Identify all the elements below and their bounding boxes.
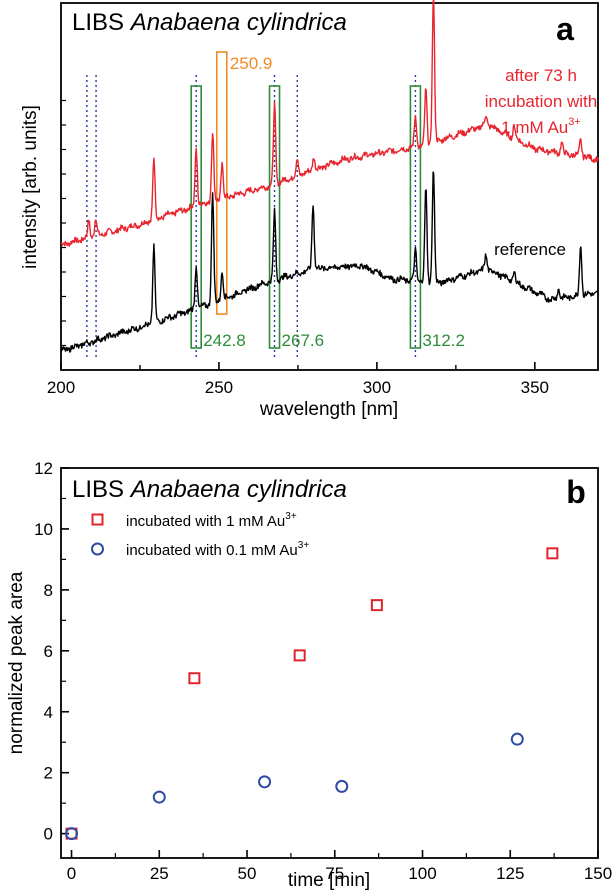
panel-b-legend: incubated with 1 mM Au3+ incubated with … <box>91 511 309 559</box>
au-label-242-8: 242.8 <box>203 331 246 350</box>
panel-a-spectrum-chart: 200 250 300 350 LIBS Anabaena cylindrica a … <box>20 0 599 420</box>
point-1mM <box>293 649 306 662</box>
y-tick-label: 8 <box>44 581 53 600</box>
panel-b-title: LIBS Anabaena cylindrica <box>72 476 347 503</box>
y-tick-label: 12 <box>34 459 53 478</box>
x-tick-label: 75 <box>325 864 344 883</box>
series-label-treated-line2: incubation with <box>485 92 597 111</box>
panel-a-x-axis-label: wavelength [nm] <box>259 399 398 420</box>
panel-a-plot-frame <box>60 2 599 371</box>
au-label-312-2: 312.2 <box>422 331 465 350</box>
point-0-1mM <box>152 790 166 804</box>
series-label-reference: reference <box>494 240 566 259</box>
series-label-treated-line1: after 73 h <box>505 66 577 85</box>
series-label-treated-line3: 1 mM Au3+ <box>501 116 581 137</box>
marker-box-250-9 <box>215 51 228 315</box>
au-label-267-6: 267.6 <box>282 331 325 350</box>
marker-label-250-9: 250.9 <box>230 54 273 73</box>
au-line-box <box>409 85 422 349</box>
x-tick-label: 125 <box>496 864 524 883</box>
panel-a-reference-lines <box>86 51 422 360</box>
panel-a-curves <box>60 0 599 353</box>
au-line-box <box>190 85 202 349</box>
legend-entry-1mM: incubated with 1 mM Au3+ <box>126 511 297 530</box>
point-1mM <box>370 599 383 612</box>
x-tick-label: 250 <box>205 378 233 397</box>
x-tick-label: 25 <box>150 864 169 883</box>
legend-circle-marker <box>91 542 104 556</box>
point-1mM <box>188 672 201 685</box>
panel-b-label: b <box>566 474 586 510</box>
y-tick-label: 0 <box>44 825 53 844</box>
spectrum-curve-treated <box>60 0 599 247</box>
panel-a-y-axis-label: intensity [arb. units] <box>20 105 41 269</box>
panel-b-plot-frame <box>60 467 599 859</box>
point-0-1mM <box>510 732 524 746</box>
point-0-1mM <box>335 779 349 793</box>
x-tick-label: 100 <box>408 864 436 883</box>
legend-entry-0-1mM: incubated with 0.1 mM Au3+ <box>126 540 309 559</box>
panel-a-title: LIBS Anabaena cylindrica <box>72 9 347 36</box>
point-1mM <box>546 547 559 560</box>
panel-b-x-axis-label: time [min] <box>288 870 370 891</box>
panel-b-y-axis-label: normalized peak area <box>6 571 27 754</box>
point-0-1mM <box>65 827 79 841</box>
x-tick-label: 0 <box>67 864 76 883</box>
x-tick-label: 150 <box>584 864 612 883</box>
point-0-1mM <box>258 775 272 789</box>
panel-a-label: a <box>556 11 574 47</box>
panel-a-axis-ticks: 200 250 300 350 <box>47 99 549 397</box>
au-line-box <box>268 85 281 349</box>
y-tick-label: 2 <box>44 764 53 783</box>
panel-b-axis-ticks: 0 25 50 75 100 125 150 0 2 4 6 8 10 12 <box>34 459 612 883</box>
y-tick-label: 4 <box>44 703 53 722</box>
x-tick-label: 300 <box>363 378 391 397</box>
y-tick-label: 10 <box>34 520 53 539</box>
x-tick-label: 200 <box>47 378 75 397</box>
panel-b-scatter-chart: 0 25 50 75 100 125 150 0 2 4 6 8 10 12 LIBS Anabaena … <box>6 459 612 891</box>
x-tick-label: 50 <box>238 864 257 883</box>
spectrum-curve-reference <box>60 171 599 353</box>
panel-b-points <box>65 547 559 841</box>
x-tick-label: 350 <box>521 378 549 397</box>
legend-square-marker <box>91 513 104 526</box>
y-tick-label: 6 <box>44 642 53 661</box>
